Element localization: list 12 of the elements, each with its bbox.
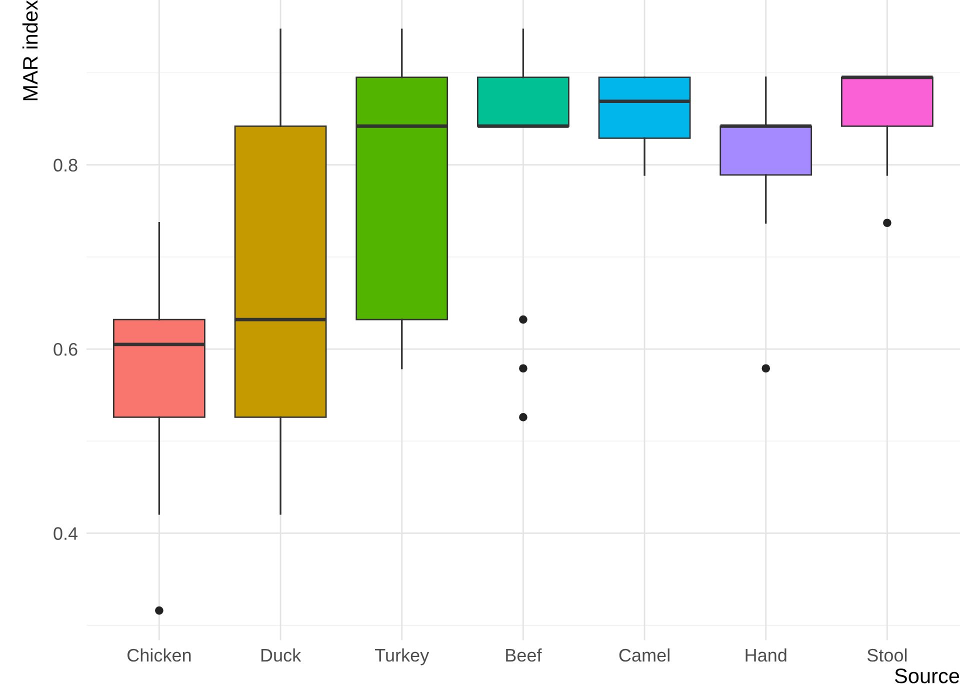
- y-tick-label: 0.4: [54, 527, 78, 540]
- x-tick-label: Camel: [619, 648, 670, 662]
- y-tick-label: 0.6: [54, 342, 78, 356]
- y-tick-label: 0.8: [54, 158, 78, 172]
- x-tick-label: Chicken: [128, 648, 191, 662]
- x-tick-label: Beef: [506, 648, 542, 662]
- x-tick-label: Hand: [746, 648, 786, 662]
- x-tick-label: Turkey: [375, 648, 430, 666]
- x-axis-title: Source: [894, 668, 960, 684]
- y-axis-title: MAR index: [22, 0, 38, 100]
- x-tick-label: Stool: [867, 648, 907, 662]
- x-tick-label: Duck: [261, 648, 302, 662]
